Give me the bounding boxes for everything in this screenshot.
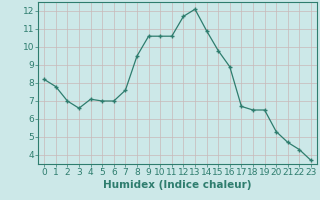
X-axis label: Humidex (Indice chaleur): Humidex (Indice chaleur)	[103, 180, 252, 190]
